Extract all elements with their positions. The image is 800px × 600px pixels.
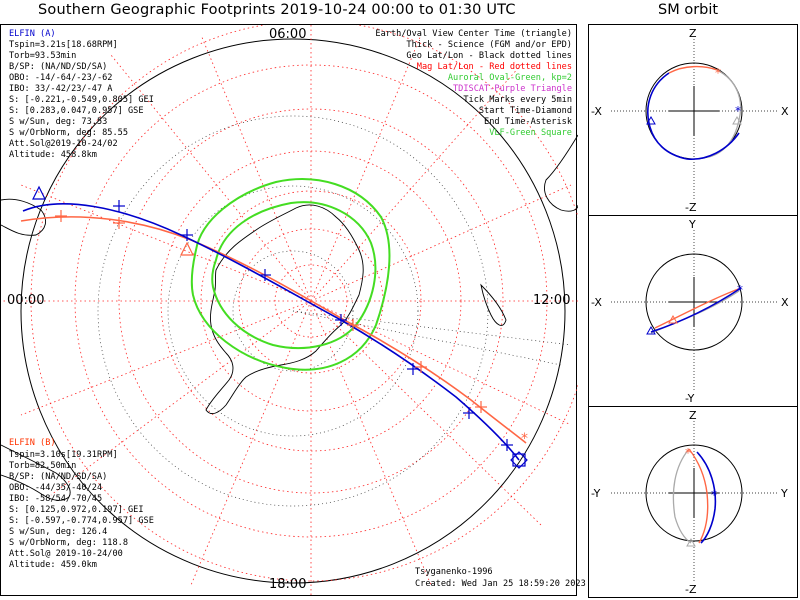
elfin-a-line: OBO: -14/-64/-23/-62 [9,73,113,83]
australia-coastline [544,134,578,212]
sm-xz-bottom-label: -Z [685,201,697,214]
sm-xy-plot: * Y -Y -X X [591,218,789,405]
footprint-panel: * 06:00 00:00 12:00 18:00 ELFIN (A [0,24,586,597]
elfin-a-line: B/SP: (NA/ND/SD/SA) [9,62,108,72]
elfin-a-line: Altitude: 458.8km [9,150,97,160]
new-zealand-coastline [480,283,507,326]
sm-xz-right-label: X [781,105,789,118]
sm-xz-plot: * * Z -Z -X X [591,27,789,214]
elfin-a-line: Tspin=3.21s[18.68RPM] [9,40,118,50]
sm-panel-yz: * * Z -Z -Y Y [588,406,798,598]
sm-yz-left-label: -Y [591,487,601,500]
sm-yz-right-label: Y [780,487,788,500]
legend-entry: Geo Lat/Lon - Black dotted lines [406,51,572,61]
elfin-b-line: Torb=82.50min [9,461,77,471]
sm-yz-plot: * * Z -Z -Y Y [591,409,788,596]
mag-grid [1,25,578,597]
end-diamond [510,451,528,469]
footprint-map: * [1,25,578,597]
legend-entry: Thick - Science (FGM and/or EPD) [406,40,572,50]
auroral-oval-inner [211,201,377,349]
south-america-coastline [1,444,71,501]
track-elfin-b [20,216,527,444]
elfin-b-line: OBO: -44/35/-40/24 [9,483,103,493]
tick-marks-b [55,210,487,413]
tick-marks-a [113,200,513,451]
africa-coastline [1,198,47,236]
legend-entry: TDISCAT-Purple Triangle [453,84,572,94]
elfin-b-info: Tspin=3.10s[19.31RPM] Torb=82.50min B/SP… [9,450,154,571]
plot-title: Southern Geographic Footprints 2019-10-2… [38,2,516,18]
legend-entry: Mag Lat/Lon - Red dotted lines [416,62,572,72]
hour-label-bottom: 18:00 [269,577,307,592]
sm-yz-bottom-label: -Z [685,583,697,596]
track-elfin-a [22,203,520,461]
sm-orbit-title: SM orbit [658,2,719,18]
legend: Earth/Oval View Center Time (triangle) T… [375,29,572,139]
legend-entry: Start Time-Diamond [478,106,572,116]
sm-xz-end-a: * [735,104,741,118]
sm-panel-xy: * Y -Y -X X [588,215,798,407]
elfin-b-view-triangle [180,241,194,256]
geo-grid [97,115,572,507]
sm-yz-end-a: * [711,488,717,502]
legend-entry: Tick Marks every 5min [463,95,572,105]
legend-entry: Earth/Oval View Center Time (triangle) [375,29,572,39]
elfin-b-line: Tspin=3.10s[19.31RPM] [9,450,118,460]
elfin-a-name: ELFIN (A) [9,29,56,39]
sm-xz-top-label: Z [689,27,697,40]
elfin-b-line: S: [0.125,0.972,0.197] GEI [9,505,144,515]
elfin-a-line: Att.Sol@2019-10-24/02 [9,139,118,149]
sm-xy-right-label: X [781,296,789,309]
earth-disk [20,38,566,584]
created-timestamp: Created: Wed Jan 25 18:59:20 2023 [415,579,586,589]
elfin-b-line: S: [-0.597,-0.774,0.957] GSE [9,516,154,526]
elfin-a-line: S: [0.283,0.047,0.957] GSE [9,106,144,116]
sm-xz-end-b: * [715,66,721,80]
elfin-b-line: Altitude: 459.0km [9,560,97,570]
model-credit: Tsyganenko-1996 [415,567,493,577]
sm-yz-end-b: * [685,446,691,460]
elfin-a-info: Tspin=3.21s[18.68RPM] Torb=93.53min B/SP… [9,40,154,161]
legend-entry: End Time-Asterisk [484,117,572,127]
vlf-green-square [512,453,526,467]
end-asterisk-b: * [521,431,528,447]
elfin-a-line: S w/Sun, deg: 73.53 [9,117,108,127]
hour-label-left: 00:00 [7,293,45,308]
elfin-a-line: S w/OrbNorm, deg: 85.55 [9,128,128,138]
sm-xy-left-label: -X [591,296,602,309]
legend-entry: Auroral Oval-Green, kp=2 [447,73,572,83]
hour-label-top: 06:00 [269,27,307,42]
elfin-b-line: S w/OrbNorm, deg: 118.8 [9,538,128,548]
legend-entry: VLF-Green Square [489,128,572,138]
elfin-b-line: Att.Sol@ 2019-10-24/00 [9,549,123,559]
elfin-b-line: IBO: -58/54/-70/45 [9,494,103,504]
sm-xy-top-label: Y [688,218,696,231]
antarctica-coastline [205,204,364,415]
elfin-b-line: B/SP: (NA/ND/SD/SA) [9,472,108,482]
elfin-a-line: Torb=93.53min [9,51,77,61]
hour-label-right: 12:00 [533,293,571,308]
sm-xy-end-a: * [737,283,743,297]
sm-yz-top-label: Z [689,409,697,422]
auroral-oval-outer [190,178,391,371]
sm-xz-left-label: -X [591,105,602,118]
sm-panel-xz: * * Z -Z -X X [588,24,798,216]
elfin-a-line: IBO: 33/-42/23/-47 A [9,84,113,94]
elfin-a-line: S: [-0.221,-0.549,0.805] GEI [9,95,154,105]
elfin-b-name: ELFIN (B) [9,438,56,448]
sm-xy-bottom-label: -Y [685,392,695,405]
elfin-b-line: S w/Sun, deg: 126.4 [9,527,108,537]
elfin-a-start-triangle [32,185,46,200]
